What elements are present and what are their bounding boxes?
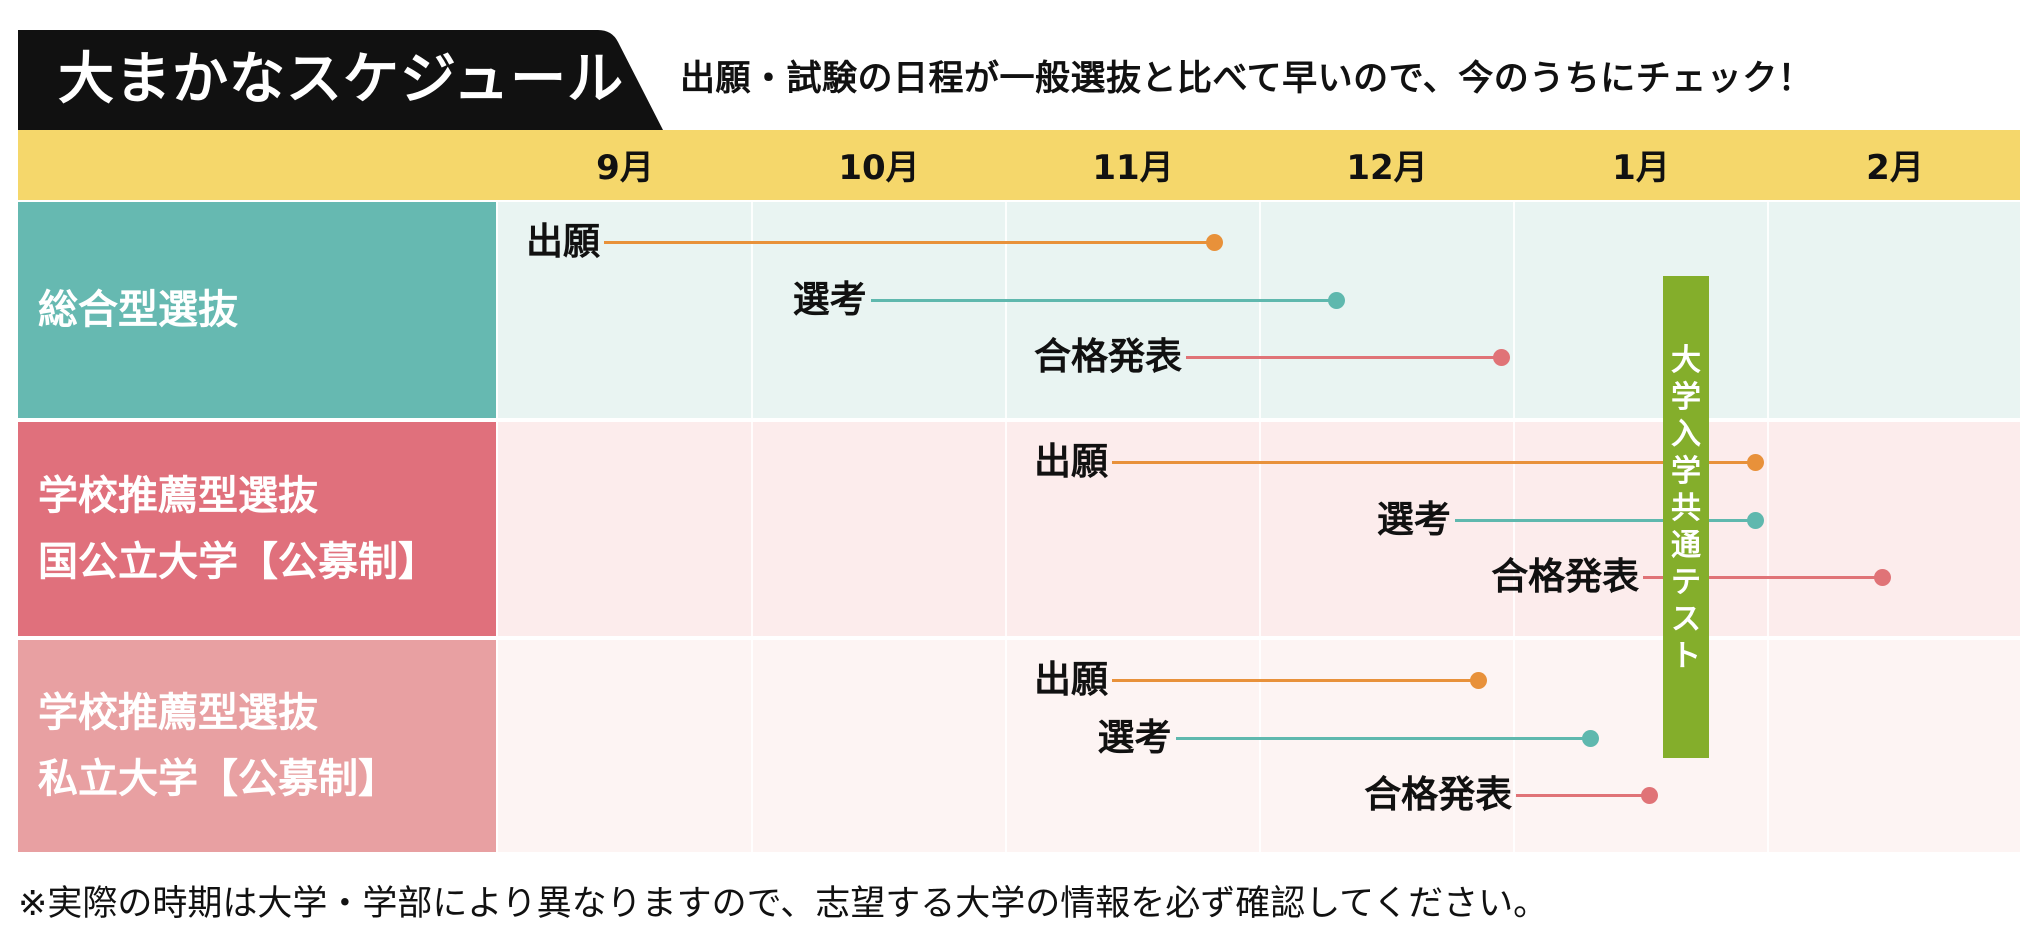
grid-line [1767,202,1769,418]
month-header-12: 12月 [1346,148,1428,188]
timeline-end-dot [1328,292,1346,309]
timeline-bar [1112,679,1479,682]
common-test-char: ス [1671,602,1701,637]
timeline-label: 合格発表 [1034,335,1182,378]
timeline-bar [1454,519,1756,522]
common-test-char: 入 [1671,417,1701,452]
row-label-line: 総合型選抜 [38,287,238,333]
footnote: ※実際の時期は大学・学部により異なりますので、志望する大学の情報を必ず確認してく… [18,884,1549,924]
timeline-end-dot [1470,672,1488,689]
month-header-2: 2月 [1866,148,1924,188]
grid-line [1513,422,1515,636]
grid-line [1005,640,1007,852]
timeline-label: 選考 [1376,498,1451,541]
row-label-line: 私立大学【公募制】 [38,756,398,802]
grid-line [751,202,753,418]
timeline-label: 選考 [792,278,867,321]
timeline-bar [1112,461,1756,464]
timeline-bar [1175,737,1591,740]
timeline-end-dot [1493,349,1511,366]
title-banner-shape [18,30,663,130]
grid-line [751,640,753,852]
timeline-end-dot [1640,787,1658,804]
schedule-row-suisen-shiritsu: 学校推薦型選抜 私立大学【公募制】 [18,640,2020,852]
grid-line [1259,422,1261,636]
timeline-end-dot [1747,454,1765,471]
timeline-label: 出願 [526,220,600,263]
row-label-line: 学校推薦型選抜 [38,473,318,519]
timeline-label: 合格発表 [1364,773,1513,816]
month-header-9: 9月 [596,148,654,188]
timeline-label: 出願 [1034,658,1108,701]
timeline-label: 選考 [1097,716,1172,759]
grid-line [751,422,753,636]
row-body [498,202,2020,418]
grid-line [1259,640,1261,852]
month-header-10: 10月 [838,148,920,188]
timeline-bar [1186,356,1502,359]
row-body [498,640,2020,852]
schedule-table: 9月 10月 11月 12月 1月 2月 総合型選抜 学校推薦型選抜 国公立大学… [18,130,2020,852]
common-test-char: 通 [1671,528,1701,563]
common-test-char: 学 [1671,380,1701,415]
page-subtitle: 出願・試験の日程が一般選抜と比べて早いので、今のうちにチェック！ [680,59,1814,99]
row-label-sogogata: 総合型選抜 [18,202,496,418]
common-test-char: ト [1671,639,1701,674]
timeline-label: 合格発表 [1491,555,1640,598]
timeline-end-dot [1582,730,1600,747]
grid-line [1513,202,1515,418]
common-test-char: 共 [1671,491,1701,526]
row-label-suisen-kokkoritsu: 学校推薦型選抜 国公立大学【公募制】 [18,422,496,636]
row-body [498,422,2020,636]
row-divider [18,636,2020,640]
timeline-bar [1516,794,1649,797]
timeline-end-dot [1206,234,1224,251]
row-label-line: 国公立大学【公募制】 [38,539,438,585]
timeline-bar [870,299,1337,302]
timeline-bar [1643,576,1883,579]
timeline-end-dot [1874,569,1892,586]
grid-line [1005,202,1007,418]
grid-line [1767,640,1769,852]
grid-line [1259,202,1261,418]
common-test-bar: 大学入学共通テスト [1663,276,1709,758]
timeline-bar [604,241,1215,244]
common-test-char: 大 [1671,343,1701,378]
grid-line [1513,640,1515,852]
row-label-suisen-shiritsu: 学校推薦型選抜 私立大学【公募制】 [18,640,496,852]
month-header-1: 1月 [1612,148,1670,188]
timeline-end-dot [1747,512,1765,529]
grid-line [1005,422,1007,636]
month-header-row: 9月 10月 11月 12月 1月 2月 [18,130,2020,200]
row-label-line: 学校推薦型選抜 [38,690,318,736]
schedule-row-suisen-kokkoritsu: 学校推薦型選抜 国公立大学【公募制】 [18,422,2020,636]
page-title: 大まかなスケジュール [58,47,625,112]
common-test-char: 学 [1671,454,1701,489]
common-test-char: テ [1671,565,1701,600]
grid-line [1767,422,1769,636]
schedule-row-sogogata: 総合型選抜 [18,202,2020,418]
title-banner: 大まかなスケジュール [18,30,663,130]
row-divider [18,418,2020,422]
month-header-11: 11月 [1092,148,1174,188]
month-header-sep [18,130,498,200]
timeline-label: 出願 [1034,440,1108,483]
